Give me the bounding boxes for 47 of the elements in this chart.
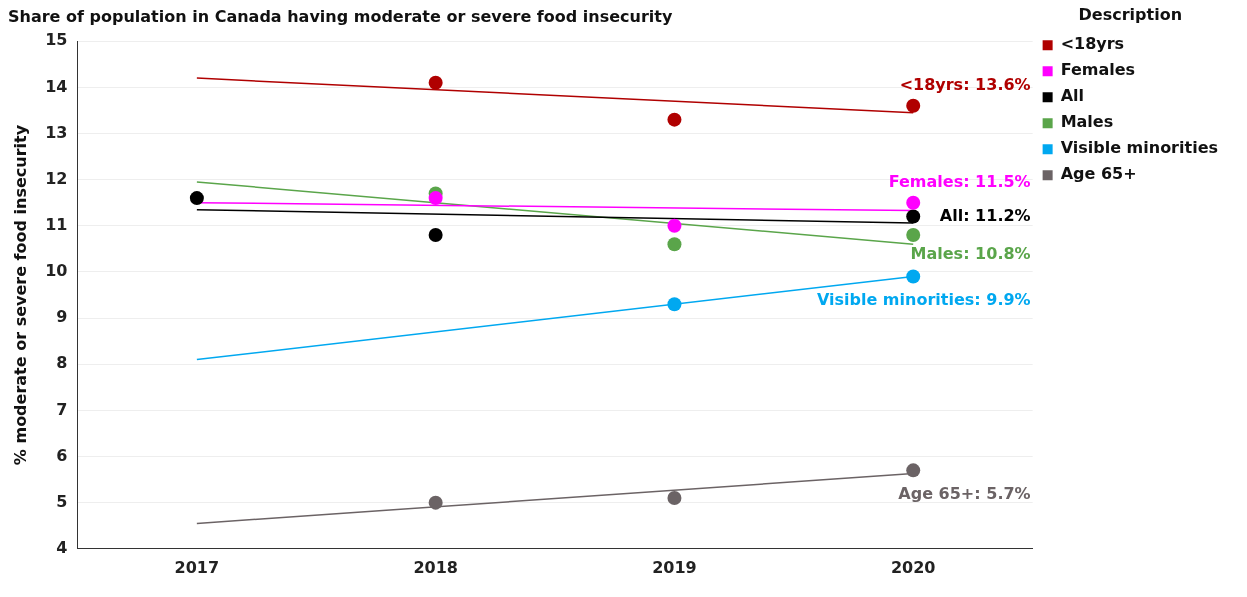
y-tick-label: 10 [45,261,68,281]
chart-title: Share of population in Canada having moderate or severe food insecurity [8,6,673,26]
data-label: <18yrs: 13.6% [899,74,1031,94]
data-label: All: 11.2% [939,205,1031,225]
point [906,98,921,113]
point [667,491,682,506]
y-tick-label: 15 [45,30,68,50]
data-label: Males: 10.8% [910,244,1031,264]
point [667,237,682,252]
point [906,228,921,243]
point [906,269,921,284]
point [906,463,921,478]
legend-label: Age 65+ [1060,164,1137,184]
legend-label: Males [1060,112,1114,132]
y-tick-label: 6 [56,445,68,465]
legend-label: All [1060,86,1084,106]
x-tick-label: 2017 [174,557,220,577]
y-tick-label: 13 [45,122,68,142]
x-tick-label: 2018 [413,557,458,577]
data-label: Females: 11.5% [888,171,1031,191]
point [428,75,443,90]
y-tick-label: 5 [56,491,68,511]
legend-label: <18yrs [1060,34,1125,54]
point [189,191,204,206]
point [667,297,682,312]
y-tick-label: 4 [56,537,68,557]
point [667,218,682,233]
y-tick-label: 8 [56,353,68,373]
data-label: Age 65+: 5.7% [898,483,1031,503]
point [428,191,443,206]
point [906,209,921,224]
y-tick-label: 7 [56,399,68,419]
y-tick-label: 11 [45,214,68,234]
y-axis-title: % moderate or severe food insecurity [10,124,30,466]
x-tick-label: 2020 [890,557,936,577]
y-tick-label: 12 [45,168,68,188]
y-tick-label: 14 [45,76,68,96]
point [428,495,443,510]
y-tick-label: 9 [56,307,68,327]
point [428,228,443,243]
point [906,195,921,210]
data-label: Visible minorities: 9.9% [816,289,1031,309]
legend-title: Description [1078,5,1183,25]
point [667,112,682,127]
x-tick-label: 2019 [652,557,697,577]
legend-label: Females [1060,60,1136,80]
legend-label: Visible minorities [1060,138,1218,158]
